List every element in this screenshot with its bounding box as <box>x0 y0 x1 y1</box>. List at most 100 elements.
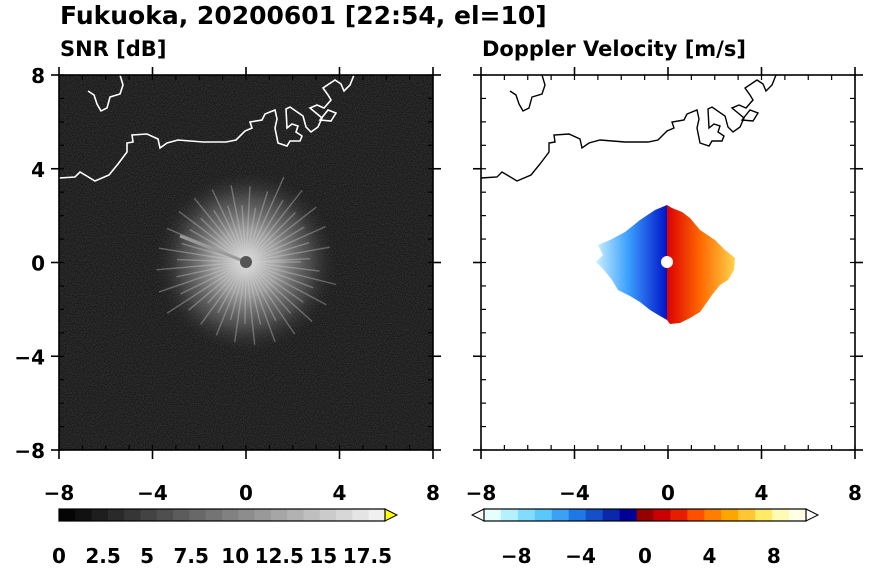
snr-streak <box>245 261 304 303</box>
snr-ticks: −8 −4 0 4 8 8 4 0 −4 −8 <box>14 64 441 505</box>
snr-x-tick-label: −8 <box>44 481 75 505</box>
doppler-colorbar-tick-label: 4 <box>702 544 716 568</box>
snr-streak <box>241 205 247 263</box>
snr-colorbar-segment <box>91 509 109 521</box>
snr-streak <box>245 261 256 345</box>
snr-streak <box>234 261 247 343</box>
snr-colorbar-tick-label: 0 <box>52 544 66 568</box>
doppler-colorbar-segment <box>585 509 604 521</box>
snr-radial-streaks <box>156 176 337 345</box>
snr-streak <box>230 185 247 263</box>
snr-colorbar-segment <box>254 509 272 521</box>
snr-y-tick-label: 0 <box>31 252 45 276</box>
snr-coastline-north <box>87 75 124 113</box>
doppler-colorbar-tick-label: −4 <box>565 544 596 568</box>
snr-colorbar-segment <box>107 509 125 521</box>
snr-colorbar-segment <box>75 509 93 521</box>
snr-streak <box>245 206 317 263</box>
snr-streak <box>245 176 285 263</box>
doppler-colorbar-segment <box>517 509 536 521</box>
doppler-colorbar-segment <box>670 509 688 521</box>
snr-colorbar-tick-label: 12.5 <box>255 544 304 568</box>
snr-coastline <box>59 75 355 182</box>
snr-y-tick-label: 8 <box>31 64 45 88</box>
snr-streak <box>244 261 247 325</box>
snr-streak <box>245 261 320 272</box>
doppler-radar-site <box>661 256 673 268</box>
snr-streak <box>207 261 247 304</box>
snr-streak <box>245 261 296 335</box>
snr-streak <box>245 261 337 286</box>
snr-x-tick-label: −4 <box>137 481 168 505</box>
doppler-x-tick-label: 8 <box>848 481 862 505</box>
snr-beam-line <box>179 234 247 264</box>
snr-streak <box>245 261 277 322</box>
snr-streak <box>166 261 247 314</box>
snr-y-tick-label: 4 <box>31 158 45 182</box>
doppler-ticks: −8 −4 0 4 8 <box>466 67 863 505</box>
snr-colorbar-tick-label: 5 <box>140 544 154 568</box>
snr-streak <box>245 242 310 263</box>
snr-coastline-pier <box>318 109 338 122</box>
snr-streak <box>189 228 247 263</box>
snr-colorbar-extend-arrow <box>384 508 399 522</box>
doppler-approaching-echo <box>596 205 667 320</box>
snr-colorbar-segment <box>140 509 158 521</box>
doppler-colorbar-segment <box>772 509 790 521</box>
doppler-colorbar-segment <box>534 509 553 521</box>
doppler-colorbar-tick-label: −8 <box>501 544 532 568</box>
snr-streak <box>245 226 305 263</box>
snr-streak <box>156 261 247 271</box>
snr-streak <box>158 261 247 293</box>
doppler-coastline-north <box>509 75 546 112</box>
snr-streak <box>177 258 247 263</box>
snr-streak <box>245 246 330 263</box>
snr-colorbar-segment <box>205 509 223 521</box>
snr-streak <box>178 210 247 263</box>
snr-colorbar-segment <box>368 509 386 521</box>
doppler-colorbar-segment <box>500 509 519 521</box>
doppler-coastline-pier <box>740 109 760 122</box>
doppler-colorbar-segment <box>551 509 570 521</box>
snr-y-tick-label: −4 <box>14 345 45 369</box>
doppler-x-tick-label: −8 <box>466 481 497 505</box>
snr-colorbar-segment <box>59 509 76 521</box>
snr-streak <box>193 197 247 263</box>
snr-colorbar-segment <box>173 509 190 521</box>
doppler-colorbar-segment <box>484 509 502 521</box>
snr-colorbar-segment <box>303 509 321 521</box>
snr-colorbar-tick-label: 7.5 <box>173 544 208 568</box>
doppler-colorbar-segment <box>738 509 756 521</box>
snr-colorbar: 0 2.5 5 7.5 10 12.5 15 17.5 <box>52 508 399 568</box>
doppler-colorbar: −8 −4 0 4 8 <box>470 508 820 568</box>
snr-streak <box>245 189 303 263</box>
doppler-colorbar-segment <box>602 509 621 521</box>
doppler-colorbar-segment <box>755 509 773 521</box>
snr-streak <box>176 261 247 278</box>
snr-colorbar-segment <box>319 509 337 521</box>
doppler-colorbar-extend-max <box>805 508 820 522</box>
snr-colorbar-segment <box>287 509 304 521</box>
snr-radar-site <box>240 256 252 268</box>
snr-streak <box>245 261 276 343</box>
doppler-colorbar-extend-min <box>470 508 485 522</box>
doppler-colorbar-segment <box>636 509 654 521</box>
snr-colorbar-tick-label: 10 <box>221 544 249 568</box>
snr-streak <box>158 247 247 263</box>
doppler-x-tick-label: 0 <box>661 481 675 505</box>
snr-x-tick-label: 4 <box>333 481 347 505</box>
snr-streak <box>245 191 269 263</box>
snr-streak <box>211 189 247 263</box>
snr-streak <box>245 257 310 263</box>
snr-colorbar-segment <box>270 509 288 521</box>
snr-streak <box>245 261 314 289</box>
snr-streak <box>245 186 251 263</box>
snr-streak <box>229 261 247 321</box>
snr-streak <box>245 261 262 325</box>
snr-streak <box>200 217 247 263</box>
figure-title: Fukuoka, 20200601 [22:54, el=10] <box>60 1 547 30</box>
snr-colorbar-segment <box>156 509 174 521</box>
snr-colorbar-segment <box>336 509 353 521</box>
